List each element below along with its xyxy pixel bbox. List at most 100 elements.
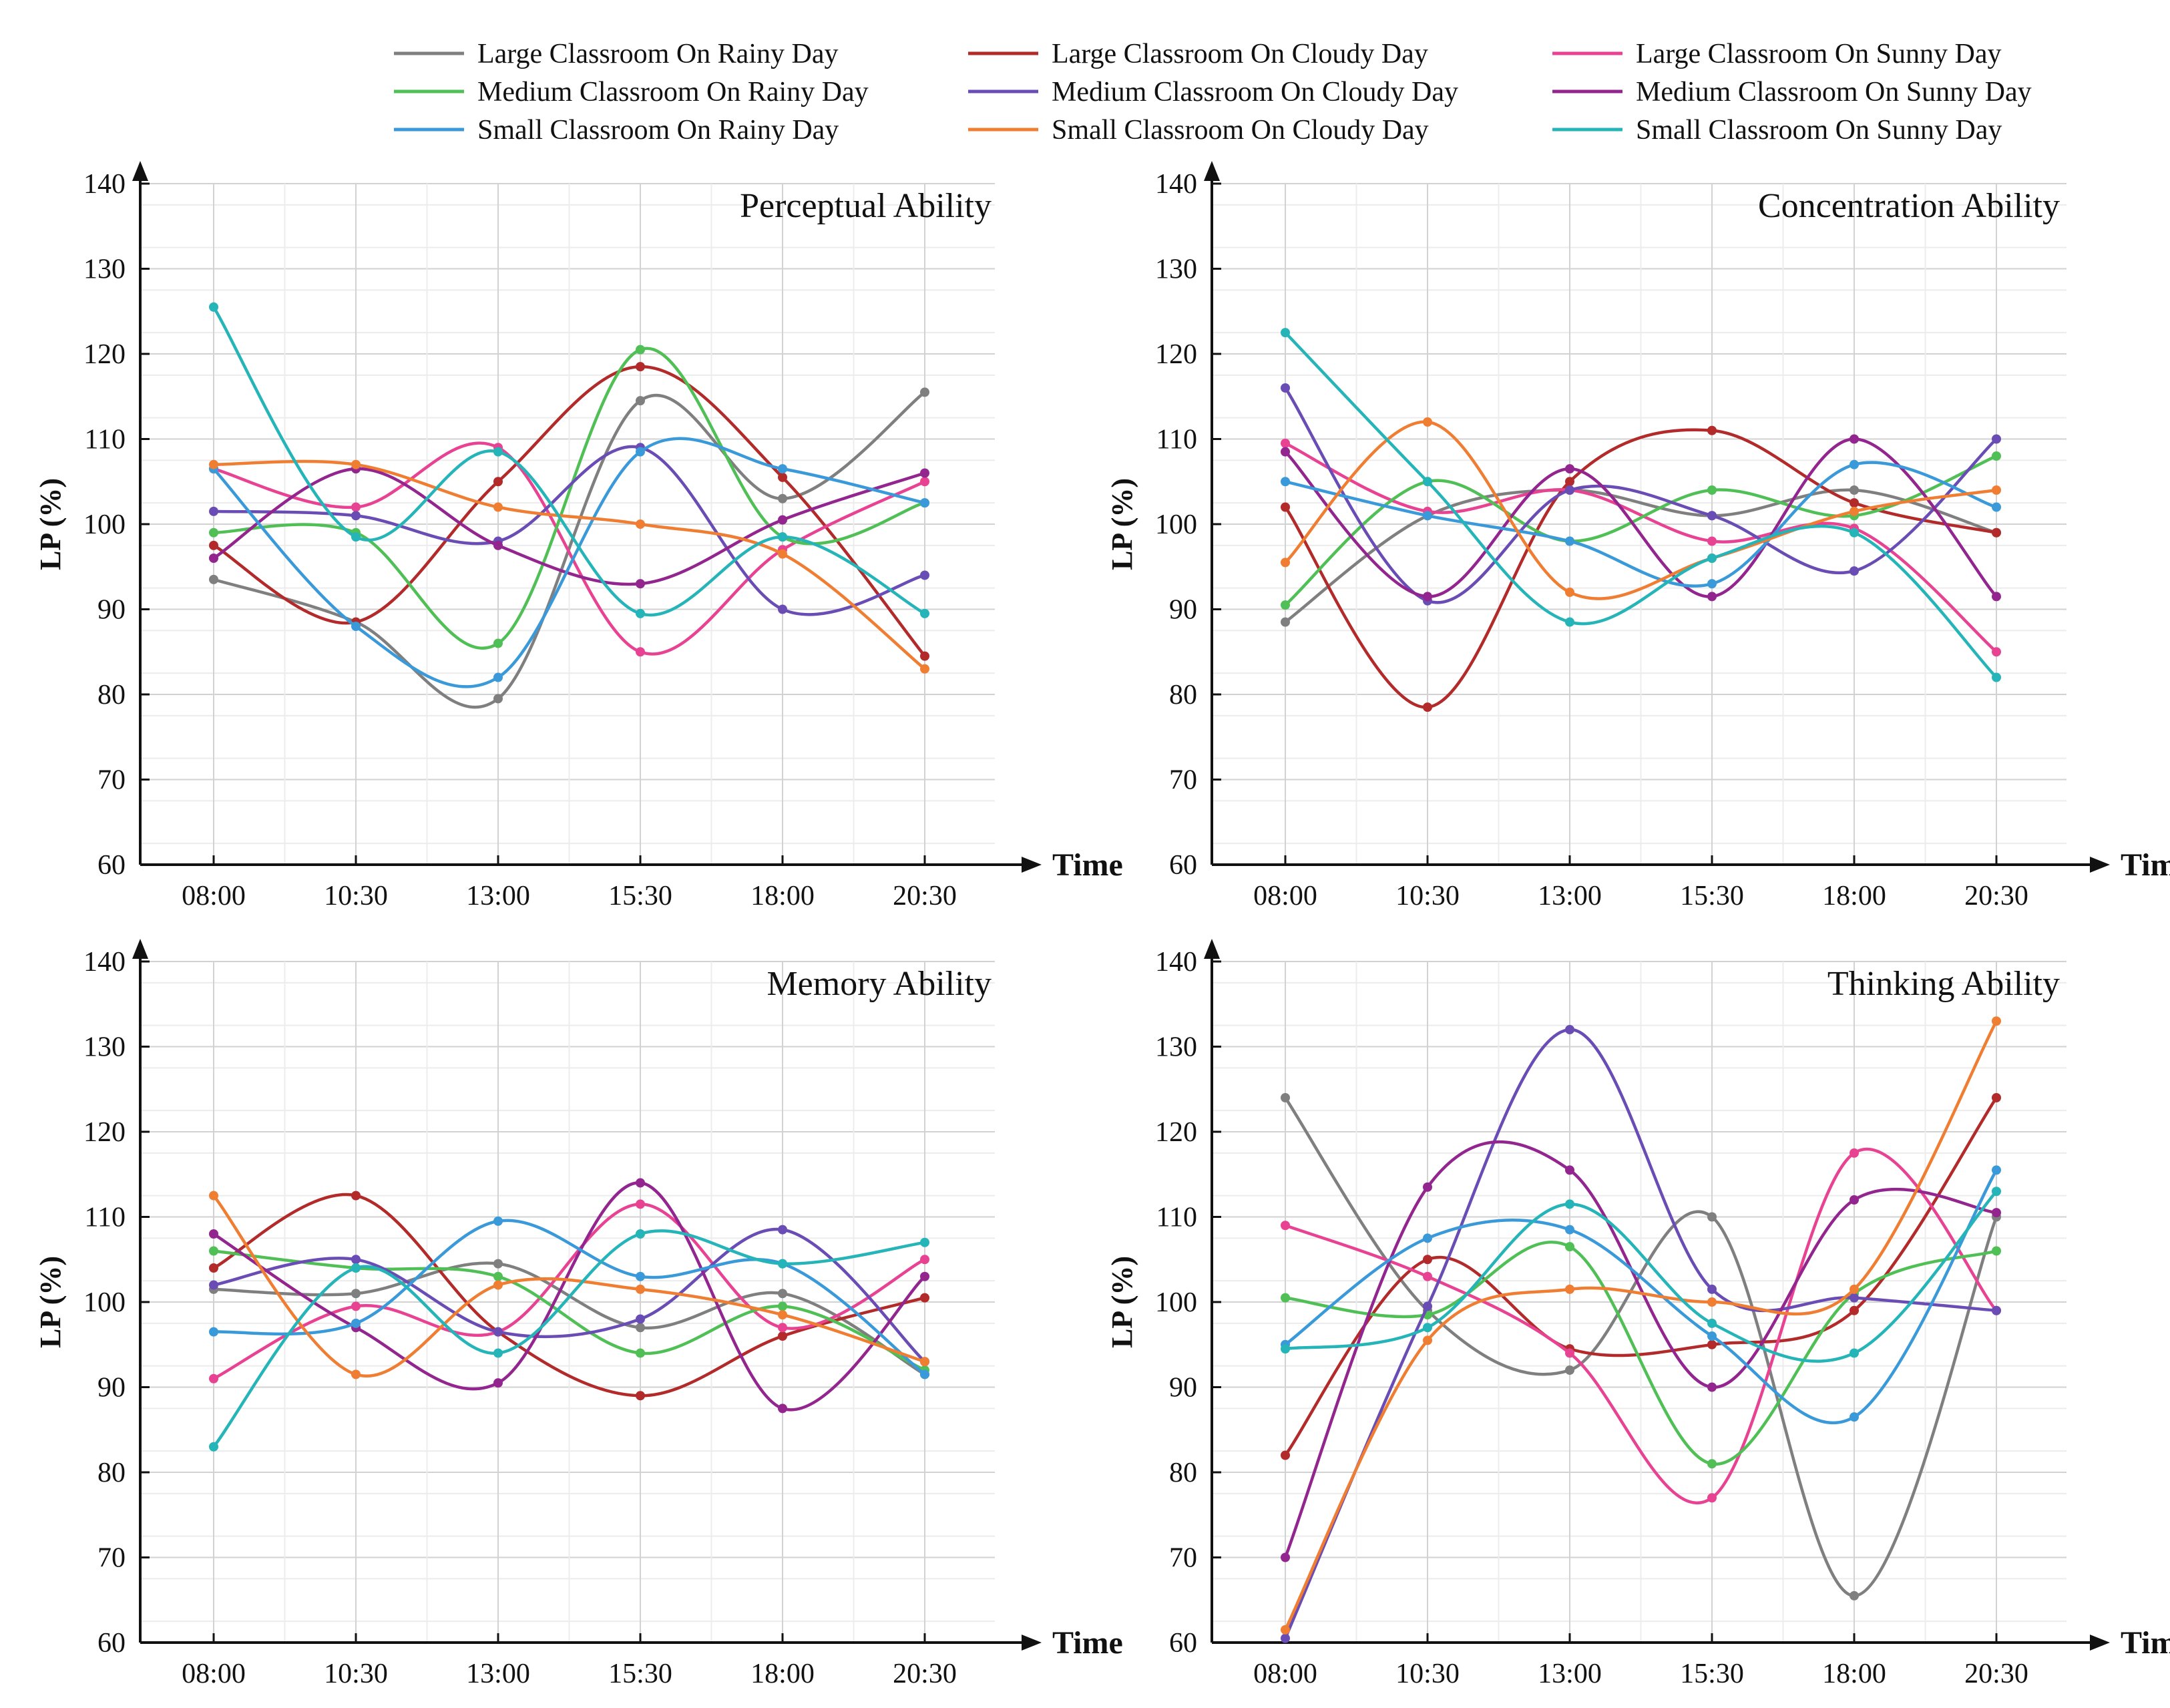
panel-thinking-ability: 60 70 80 90 100 110 120 130 140 08:00 10:30 13:00 15… [1106, 939, 2170, 1689]
data-point [209, 540, 218, 550]
series-line [1283, 386, 1998, 604]
x-tick-label: 13:00 [1538, 881, 1602, 911]
data-point [493, 1348, 503, 1358]
data-point [1992, 647, 2001, 657]
data-point [1565, 477, 1574, 487]
chart-panels: 60 70 80 90 100 110 120 130 140 08:00 10:30 13:00 15… [34, 161, 2170, 1689]
data-point [636, 1348, 645, 1358]
data-point [1707, 1339, 1717, 1349]
data-point [636, 1178, 645, 1188]
x-tick-label: 15:30 [1680, 881, 1744, 911]
data-point [1992, 1093, 2001, 1102]
data-point [493, 540, 503, 550]
y-tick-label: 100 [83, 1287, 126, 1318]
series-line [212, 1227, 927, 1363]
series-line [1283, 1028, 1998, 1640]
data-point [1707, 485, 1717, 495]
x-tick-label: 15:30 [608, 1659, 672, 1689]
data-point [1281, 1293, 1290, 1303]
y-tick-label: 70 [1169, 765, 1197, 796]
data-point [778, 1310, 787, 1320]
data-point [1707, 554, 1717, 563]
data-point [1565, 1199, 1574, 1209]
y-tick-label: 140 [1155, 169, 1197, 200]
data-point [1707, 536, 1717, 546]
data-point [1423, 1255, 1432, 1265]
legend-label: Medium Classroom On Rainy Day [477, 77, 869, 108]
legend-label: Large Classroom On Sunny Day [1636, 39, 2002, 69]
x-tick-label: 20:30 [893, 881, 957, 911]
y-tick-label: 70 [97, 765, 126, 796]
data-point [1565, 464, 1574, 474]
y-tick-label: 120 [83, 1117, 126, 1148]
data-point [636, 608, 645, 618]
data-point [636, 1314, 645, 1324]
series-line [1283, 331, 1998, 679]
data-point [1707, 1297, 1717, 1307]
data-point [636, 345, 645, 355]
data-point [1281, 502, 1290, 512]
legend-label: Small Classroom On Sunny Day [1636, 115, 2002, 146]
data-point [1992, 527, 2001, 538]
x-tick-label: 13:00 [1538, 1659, 1602, 1689]
y-tick-label: 90 [1169, 595, 1197, 626]
data-point [636, 1391, 645, 1401]
data-point [1850, 527, 1859, 538]
y-axis-label: LP (%) [34, 478, 67, 570]
data-point [778, 1331, 787, 1341]
panel-memory-ability: 60 70 80 90 100 110 120 130 140 08:00 10:30 13:00 15… [34, 939, 1123, 1689]
panel-title: Concentration Ability [1758, 187, 2060, 225]
y-axis-arrow [1204, 161, 1220, 181]
data-point [920, 477, 929, 487]
data-point [351, 1318, 361, 1328]
data-point [493, 672, 503, 682]
data-point [493, 502, 503, 512]
data-point [351, 1255, 361, 1265]
data-point [1707, 592, 1717, 602]
data-point [351, 1263, 361, 1273]
panel-title: Memory Ability [767, 965, 992, 1003]
data-point [1850, 1305, 1859, 1315]
y-tick-label: 100 [83, 509, 126, 540]
data-point [1992, 451, 2001, 461]
x-tick-label: 20:30 [1964, 1659, 2028, 1689]
data-point [778, 1323, 787, 1333]
legend-label: Small Classroom On Rainy Day [477, 115, 839, 146]
data-point [636, 519, 645, 529]
data-point [1281, 617, 1290, 627]
data-point [493, 477, 503, 487]
legend: Large Classroom On Rainy Day Large Classr… [394, 39, 2032, 146]
data-point [1281, 1633, 1290, 1643]
series-line [212, 459, 927, 671]
y-tick-label: 120 [1155, 1117, 1197, 1148]
data-point [1281, 600, 1290, 610]
data-point [1423, 1335, 1432, 1345]
data-point [636, 647, 645, 657]
data-point [1281, 1093, 1290, 1102]
x-tick-label: 10:30 [1395, 881, 1460, 911]
series-line [212, 467, 927, 586]
data-point [778, 1225, 787, 1235]
legend-label: Medium Classroom On Cloudy Day [1052, 77, 1458, 108]
data-point [1850, 498, 1859, 508]
x-tick-label: 13:00 [466, 881, 530, 911]
data-point [1707, 1493, 1717, 1503]
legend-label: Large Classroom On Cloudy Day [1052, 39, 1428, 69]
x-tick-label: 08:00 [1253, 1659, 1317, 1689]
y-tick-label: 110 [1156, 425, 1197, 455]
data-point [778, 472, 787, 482]
x-tick-label: 08:00 [182, 881, 246, 911]
data-point [1992, 1165, 2001, 1175]
data-point [920, 1357, 929, 1367]
data-point [493, 1327, 503, 1337]
data-point [351, 511, 361, 521]
x-axis-arrow [2090, 1635, 2110, 1651]
data-point [1850, 459, 1859, 469]
series-line [1283, 1168, 1998, 1425]
y-tick-label: 70 [97, 1543, 126, 1574]
data-point [920, 1255, 929, 1265]
data-point [1565, 1242, 1574, 1252]
y-tick-label: 100 [1155, 1287, 1197, 1318]
series-line [1283, 454, 1998, 607]
